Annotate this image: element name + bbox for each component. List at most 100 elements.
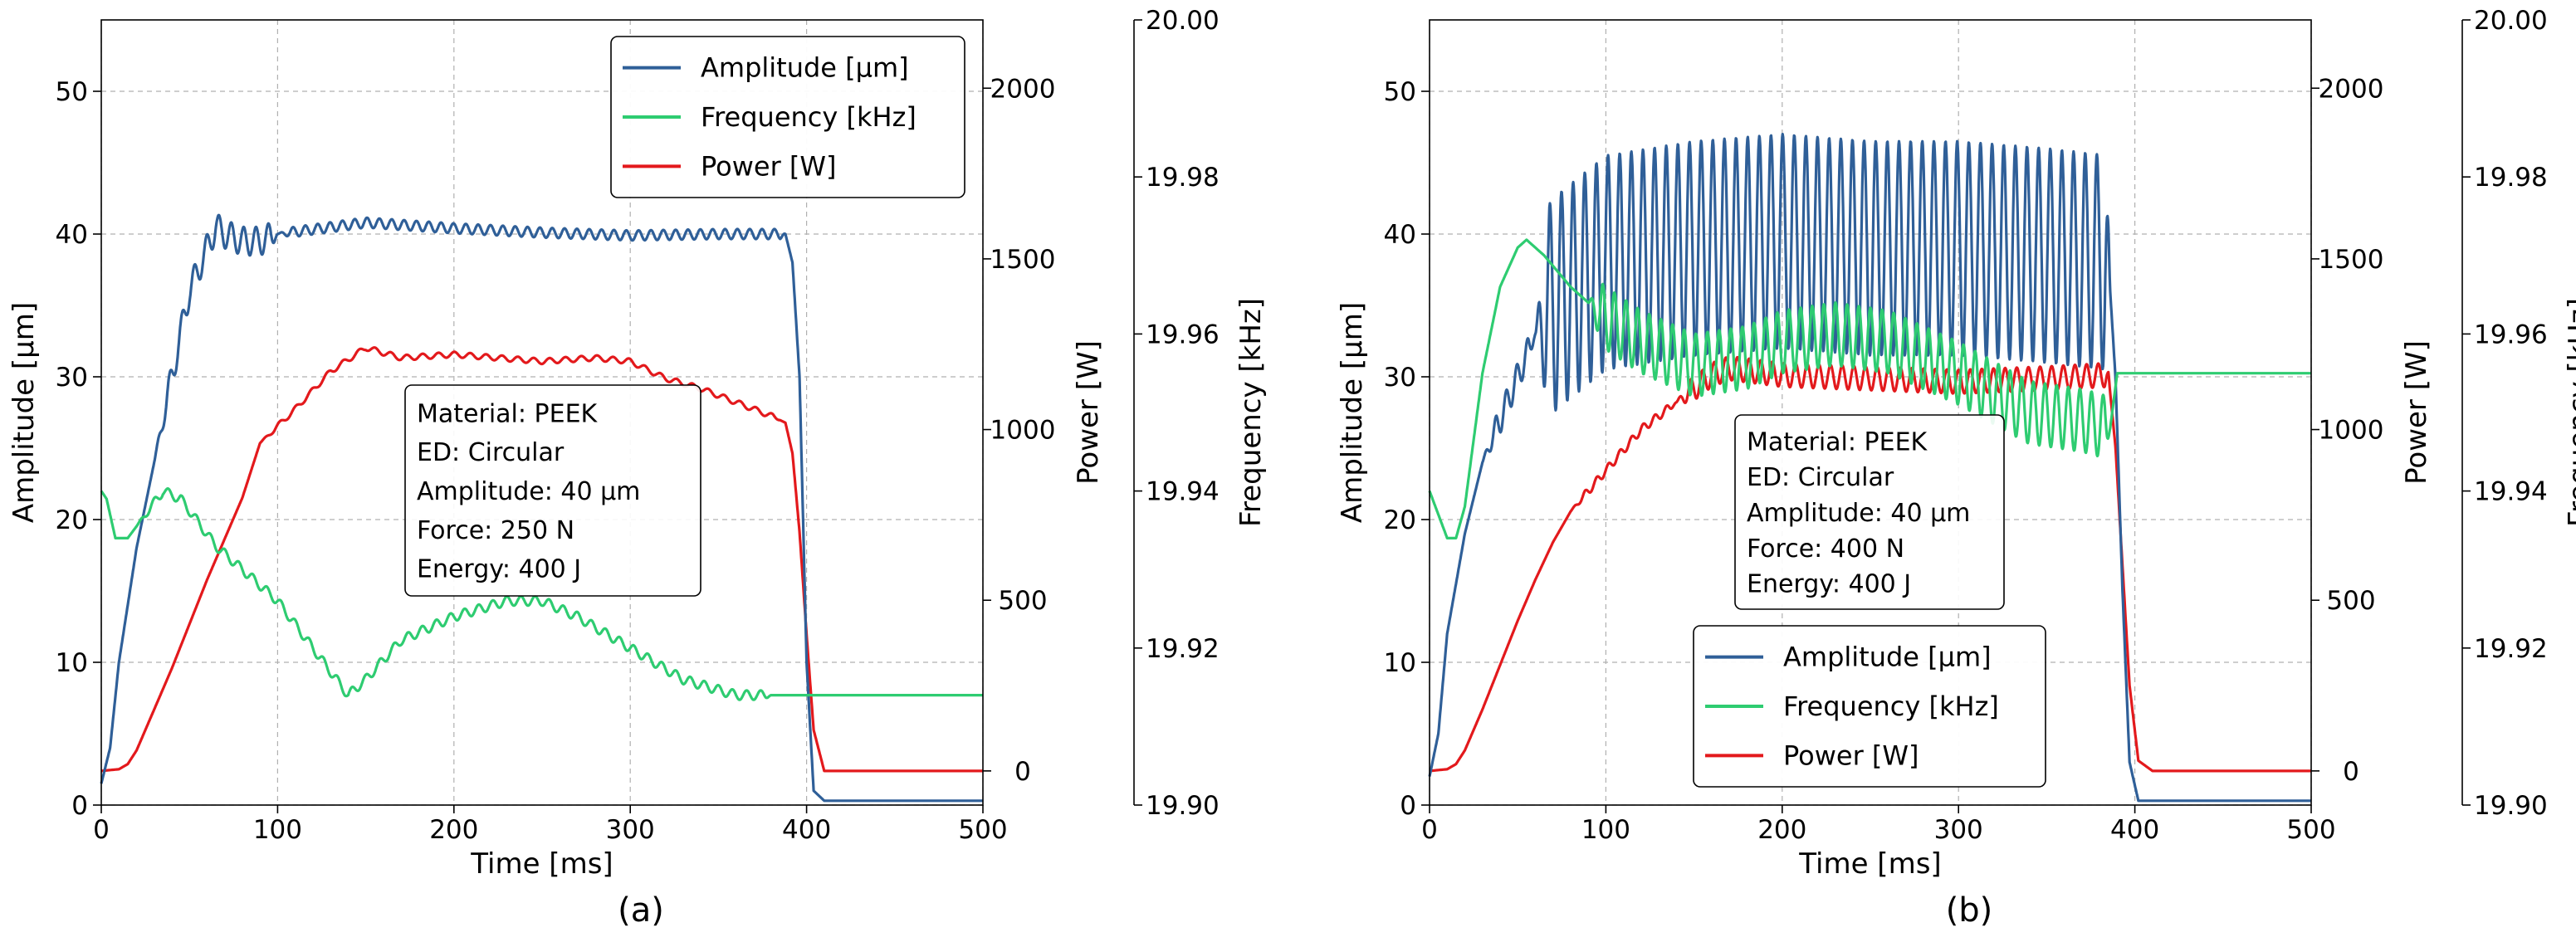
x-tick-label: 100: [1581, 815, 1630, 845]
x-tick-label: 500: [2286, 815, 2335, 845]
y-tick-label: 0: [1400, 791, 1416, 821]
power-series-line: [1428, 355, 2313, 773]
y-axis-label: Amplitude [µm]: [7, 302, 41, 523]
y-tick-label: 30: [1384, 363, 1416, 393]
panel-b: 0 100 200 300 400 500 Time [ms] 0 10 20 30 40 50 Ampl…: [1336, 6, 2576, 930]
power-tick-label: 1000: [2319, 416, 2384, 446]
power-axis-label: Power [W]: [2400, 340, 2433, 485]
frequency-tick-label: 19.94: [2474, 477, 2548, 507]
frequency-tick-label: 19.96: [1146, 320, 1220, 349]
legend-label: Amplitude [µm]: [701, 52, 909, 84]
x-tick-label: 300: [606, 815, 655, 845]
y-tick-label: 50: [56, 77, 88, 107]
frequency-tick-label: 20.00: [2474, 6, 2548, 36]
panel-label: (b): [1946, 891, 1993, 930]
frequency-tick-label: 19.96: [2474, 320, 2548, 349]
power-tick-label: 500: [998, 586, 1047, 616]
info-box: Material: PEEK ED: Circular Amplitude: 40 …: [1734, 414, 2005, 610]
y-tick-label: 30: [56, 363, 88, 393]
info-line: Force: 400 N: [1747, 534, 1904, 564]
y-tick-label: 20: [1384, 505, 1416, 535]
x-tick-label: 400: [782, 815, 831, 845]
series-group: [100, 213, 985, 803]
panel-label: (a): [618, 891, 664, 930]
info-line: Energy: 400 J: [417, 555, 581, 584]
frequency-tick-label: 19.98: [2474, 163, 2548, 193]
info-line: Force: 250 N: [417, 516, 574, 545]
power-tick-label: 0: [2343, 757, 2359, 787]
x-axis-label: Time [ms]: [1798, 847, 1941, 881]
y-axis-label: Amplitude [µm]: [1336, 302, 1369, 523]
x-tick-label: 200: [1757, 815, 1806, 845]
info-line: Energy: 400 J: [1747, 570, 1911, 599]
frequency-tick-label: 20.00: [1146, 6, 1220, 36]
legend-label: Frequency [kHz]: [1783, 691, 1999, 722]
frequency-series-line: [100, 487, 985, 701]
info-line: Material: PEEK: [417, 399, 599, 428]
y-tick-label: 10: [1384, 648, 1416, 678]
power-tick-label: 0: [1014, 757, 1031, 787]
y-tick-label: 40: [56, 220, 88, 250]
info-line: ED: Circular: [1747, 463, 1894, 492]
amplitude-axis: 0 10 20 30 40 50: [1384, 77, 1430, 821]
x-axis: 0 100 200 300 400 500: [93, 805, 1008, 845]
power-tick-label: 1000: [990, 416, 1056, 446]
amplitude-axis: 0 10 20 30 40 50: [56, 77, 101, 821]
plot-frame: [100, 19, 984, 806]
panel-a: 0 100 200 300 400 500 Time [ms] 0 10 20 30 40 50 Ampl…: [7, 6, 1268, 930]
frequency-series-line: [1428, 238, 2313, 539]
info-line: ED: Circular: [417, 438, 565, 467]
power-axis: 0 500 1000 1500 2000: [983, 74, 1055, 787]
info-box-frame: [1734, 414, 2005, 610]
x-tick-label: 400: [2110, 815, 2159, 845]
x-tick-label: 500: [958, 815, 1007, 845]
frequency-tick-label: 19.94: [1146, 477, 1220, 507]
legend-label: Power [W]: [1783, 739, 1919, 771]
frequency-tick-label: 19.90: [2474, 791, 2548, 821]
info-line: Amplitude: 40 µm: [1747, 499, 1970, 528]
power-tick-label: 1500: [2319, 245, 2384, 275]
legend: Amplitude [µm] Frequency [kHz] Power [W]: [1693, 625, 2046, 788]
legend-frame: [610, 36, 965, 198]
frequency-tick-label: 19.92: [2474, 634, 2548, 664]
power-tick-label: 500: [2326, 586, 2375, 616]
amplitude-series-line: [100, 213, 985, 803]
frequency-axis: 19.90 19.92 19.94 19.96 19.98 20.00: [1133, 6, 1220, 821]
info-line: Amplitude: 40 µm: [417, 477, 640, 506]
x-axis: 0 100 200 300 400 500: [1421, 805, 2336, 845]
info-box: Material: PEEK ED: Circular Amplitude: 40 …: [404, 384, 701, 597]
x-tick-label: 200: [429, 815, 478, 845]
legend: Amplitude [µm] Frequency [kHz] Power [W]: [610, 36, 965, 198]
power-axis: 0 500 1000 1500 2000: [2311, 74, 2383, 787]
x-tick-label: 100: [253, 815, 302, 845]
y-tick-label: 20: [56, 505, 88, 535]
legend-label: Power [W]: [701, 150, 837, 182]
frequency-axis-label: Frequency [kHz]: [2563, 298, 2576, 527]
y-tick-label: 0: [71, 791, 88, 821]
frequency-axis-label: Frequency [kHz]: [1234, 298, 1268, 527]
x-axis-label: Time [ms]: [470, 847, 613, 881]
x-tick-label: 300: [1934, 815, 1983, 845]
legend-label: Frequency [kHz]: [701, 101, 917, 133]
y-tick-label: 50: [1384, 77, 1416, 107]
power-series-line: [100, 346, 985, 773]
info-line: Material: PEEK: [1747, 427, 1928, 456]
frequency-tick-label: 19.90: [1146, 791, 1220, 821]
frequency-tick-label: 19.98: [1146, 163, 1220, 193]
series-group: [1428, 133, 2313, 803]
y-tick-label: 40: [1384, 220, 1416, 250]
power-tick-label: 2000: [990, 74, 1056, 104]
frequency-tick-label: 19.92: [1146, 634, 1220, 664]
power-axis-label: Power [W]: [1072, 340, 1105, 485]
x-tick-label: 0: [93, 815, 110, 845]
y-tick-label: 10: [56, 648, 88, 678]
plot-frame: [1429, 19, 2312, 806]
power-tick-label: 1500: [990, 245, 1056, 275]
info-box-frame: [404, 384, 701, 597]
amplitude-series-line: [1428, 133, 2313, 803]
power-tick-label: 2000: [2319, 74, 2384, 104]
x-tick-label: 0: [1421, 815, 1438, 845]
frequency-axis: 19.90 19.92 19.94 19.96 19.98 20.00: [2461, 6, 2548, 821]
legend-frame: [1693, 625, 2046, 788]
